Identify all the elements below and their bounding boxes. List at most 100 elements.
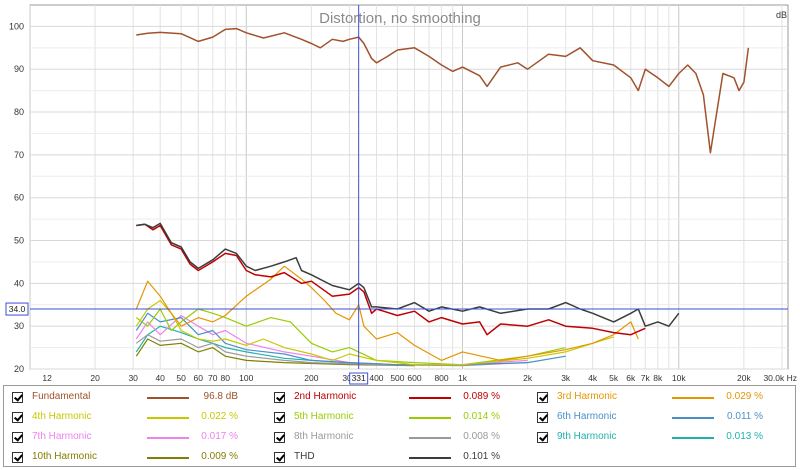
x-tick-label: 800 xyxy=(434,373,448,383)
legend-item-9th-harmonic: 9th Harmonic 0.013 % xyxy=(537,430,787,446)
y-tick-label: 80 xyxy=(14,107,24,117)
series-line-5th-harmonic xyxy=(135,308,566,366)
legend-panel: Fundamental 96.8 dB 2nd Harmonic 0.089 % 3rd… xyxy=(3,385,796,467)
chart-title: Distortion, no smoothing xyxy=(319,10,481,27)
legend-item-6th-harmonic: 6th Harmonic 0.011 % xyxy=(537,410,787,426)
x-tick-label: 6k xyxy=(626,373,636,383)
series-line-2nd-harmonic xyxy=(136,223,646,336)
series-lines xyxy=(135,27,750,367)
legend-line-swatch xyxy=(147,417,189,419)
legend-checkbox[interactable] xyxy=(12,432,23,443)
legend-reading-value: 0.013 % xyxy=(726,431,763,442)
x-tick-label: 20k xyxy=(737,373,751,383)
x-tick-label: 600 xyxy=(407,373,421,383)
legend-series-name: 7th Harmonic xyxy=(32,431,92,442)
legend-reading-value: 0.029 % xyxy=(726,391,763,402)
legend-item-10th-harmonic: 10th Harmonic 0.009 % xyxy=(12,450,262,466)
y-tick-label: 20 xyxy=(14,364,24,374)
y-axis-label: dB xyxy=(776,10,787,20)
series-line-fundamental xyxy=(136,27,750,154)
x-tick-label: 5k xyxy=(609,373,619,383)
series-line-4th-harmonic xyxy=(135,299,614,366)
x-tick-label: 4k xyxy=(588,373,598,383)
legend-reading-value: 0.089 % xyxy=(463,391,500,402)
series-line-8th-harmonic xyxy=(135,334,528,367)
x-axis-ticks: 12203040506070801002003004005006008001k2… xyxy=(42,373,797,383)
legend-reading-value: 0.008 % xyxy=(463,431,500,442)
legend-item-thd: THD 0.101 % xyxy=(274,450,524,466)
x-tick-label: 60 xyxy=(194,373,204,383)
x-tick-label: 10k xyxy=(672,373,686,383)
legend-line-swatch xyxy=(409,397,451,399)
legend-series-name: 8th Harmonic xyxy=(294,431,354,442)
legend-item-7th-harmonic: 7th Harmonic 0.017 % xyxy=(12,430,262,446)
legend-item-3rd-harmonic: 3rd Harmonic 0.029 % xyxy=(537,390,787,406)
y-tick-label: 60 xyxy=(14,193,24,203)
series-line-thd xyxy=(136,222,680,327)
legend-series-name: 2nd Harmonic xyxy=(294,391,357,402)
x-tick-label: 1k xyxy=(458,373,468,383)
legend-checkbox[interactable] xyxy=(537,412,548,423)
legend-series-name: 6th Harmonic xyxy=(557,411,617,422)
cursor-x-readout-box xyxy=(349,372,369,385)
x-tick-label: 30.0k Hz xyxy=(763,373,797,383)
legend-reading-value: 0.011 % xyxy=(727,411,763,422)
cursor-y-readout: 34.0 xyxy=(9,304,26,314)
legend-series-name: 4th Harmonic xyxy=(32,411,92,422)
legend-series-name: 9th Harmonic xyxy=(557,431,617,442)
legend-checkbox[interactable] xyxy=(12,412,23,423)
legend-checkbox[interactable] xyxy=(274,452,285,463)
x-tick-label: 7k xyxy=(641,373,651,383)
y-tick-label: 40 xyxy=(14,278,24,288)
series-line-3rd-harmonic xyxy=(135,265,639,361)
y-tick-label: 30 xyxy=(14,321,24,331)
legend-reading-value: 0.101 % xyxy=(463,451,500,462)
legend-line-swatch xyxy=(147,457,189,459)
plot-area[interactable] xyxy=(29,4,789,370)
x-tick-label: 2k xyxy=(523,373,533,383)
x-tick-label: 400 xyxy=(369,373,383,383)
x-tick-label: 500 xyxy=(390,373,404,383)
cursor-y-readout-box xyxy=(5,302,29,316)
y-tick-label: 50 xyxy=(14,236,24,246)
x-tick-label: 20 xyxy=(90,373,100,383)
x-tick-label: 12 xyxy=(42,373,52,383)
x-tick-label: 8k xyxy=(653,373,663,383)
legend-reading-value: 0.017 % xyxy=(201,431,238,442)
legend-item-8th-harmonic: 8th Harmonic 0.008 % xyxy=(274,430,524,446)
legend-item-4th-harmonic: 4th Harmonic 0.022 % xyxy=(12,410,262,426)
y-tick-label: 90 xyxy=(14,64,24,74)
cursor-crosshair[interactable]: 34.0 331 xyxy=(5,5,788,385)
x-tick-label: 40 xyxy=(155,373,165,383)
y-axis-ticks: 20 30 40 50 60 70 80 90 100 xyxy=(9,21,24,374)
x-tick-label: 80 xyxy=(221,373,231,383)
legend-item-2nd-harmonic: 2nd Harmonic 0.089 % xyxy=(274,390,524,406)
x-tick-label: 3k xyxy=(561,373,571,383)
legend-line-swatch xyxy=(672,397,714,399)
legend-line-swatch xyxy=(672,437,714,439)
legend-line-swatch xyxy=(409,457,451,459)
legend-checkbox[interactable] xyxy=(12,452,23,463)
legend-reading-value: 96.8 dB xyxy=(203,391,238,402)
legend-line-swatch xyxy=(672,417,714,419)
legend-series-name: THD xyxy=(294,451,315,462)
legend-checkbox[interactable] xyxy=(274,392,285,403)
x-tick-label: 50 xyxy=(176,373,186,383)
legend-series-name: 5th Harmonic xyxy=(294,411,354,422)
legend-item-fundamental: Fundamental 96.8 dB xyxy=(12,390,262,406)
legend-checkbox[interactable] xyxy=(12,392,23,403)
legend-checkbox[interactable] xyxy=(274,412,285,423)
x-tick-label: 70 xyxy=(208,373,218,383)
legend-line-swatch xyxy=(409,417,451,419)
legend-line-swatch xyxy=(147,397,189,399)
legend-series-name: Fundamental xyxy=(32,391,91,402)
legend-checkbox[interactable] xyxy=(537,432,548,443)
cursor-x-readout: 331 xyxy=(352,373,366,383)
legend-item-5th-harmonic: 5th Harmonic 0.014 % xyxy=(274,410,524,426)
legend-series-name: 10th Harmonic xyxy=(32,451,98,462)
legend-checkbox[interactable] xyxy=(537,392,548,403)
y-tick-label: 70 xyxy=(14,150,24,160)
legend-reading-value: 0.014 % xyxy=(463,411,500,422)
legend-checkbox[interactable] xyxy=(274,432,285,443)
